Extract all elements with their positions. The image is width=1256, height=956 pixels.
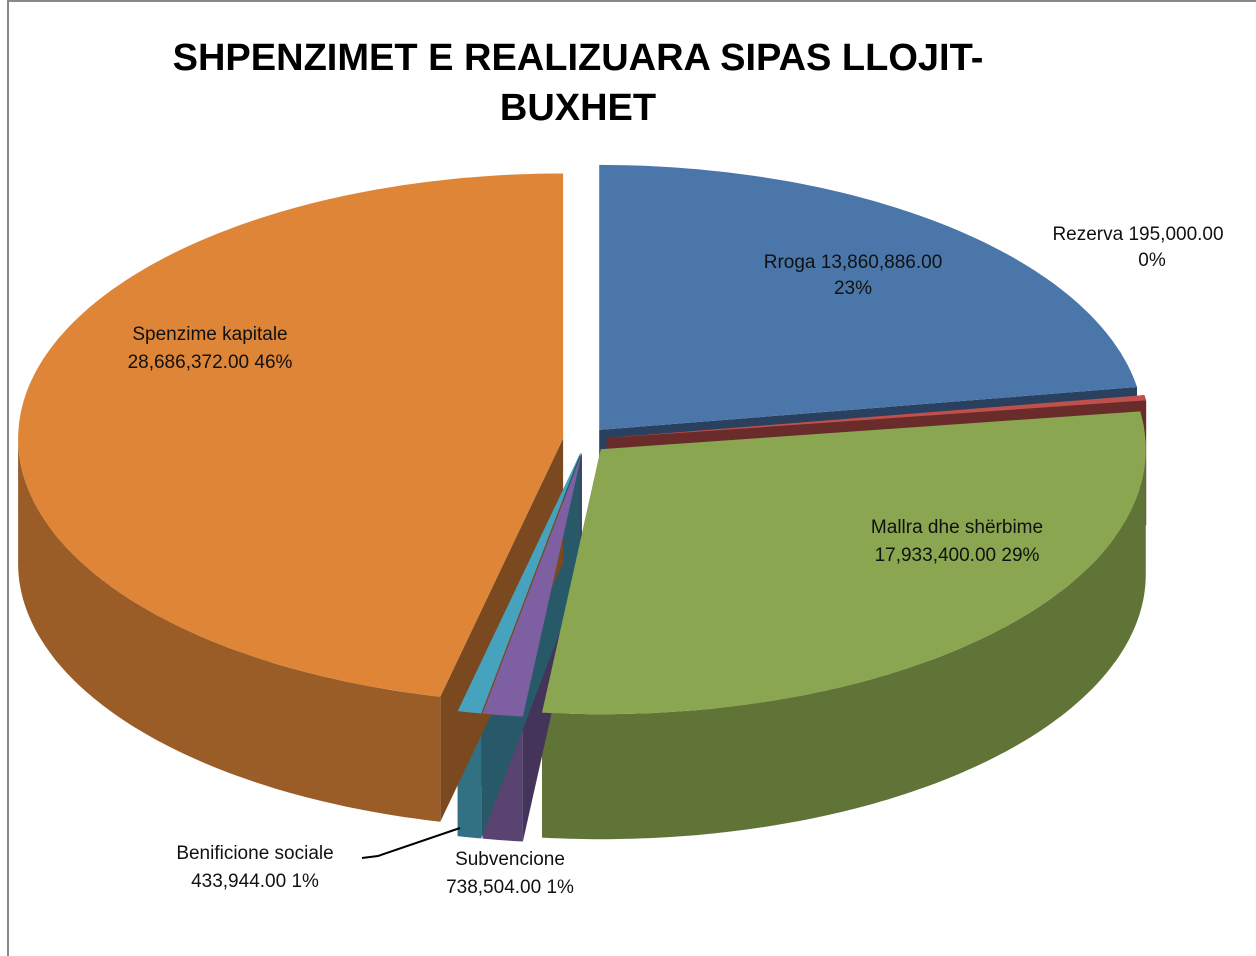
label-value: 738,504.00	[446, 877, 541, 898]
label-category: Subvencione	[455, 849, 565, 870]
slice	[599, 164, 1137, 430]
slice	[542, 411, 1146, 715]
slice	[457, 452, 581, 714]
label-value: 13,860,886.00	[821, 252, 943, 273]
leader-line	[361, 827, 461, 859]
label-percent: 29%	[1001, 545, 1039, 566]
slice-wall	[18, 438, 441, 822]
slice-label: Spenzime kapitale 28,686,372.00 46%	[128, 324, 293, 373]
slice-label: Rezerva 195,000.00 0%	[1052, 224, 1223, 271]
title-line: SHPENZIMET E REALIZUARA SIPAS LLOJIT-	[173, 37, 984, 79]
slice-label: Rroga 13,860,886.00 23%	[764, 252, 943, 299]
label-percent: 46%	[254, 352, 292, 373]
pie	[18, 164, 1147, 842]
slice-wall	[542, 449, 1146, 840]
label-value: 195,000.00	[1128, 224, 1223, 245]
slice-label: Subvencione 738,504.00 1%	[446, 849, 574, 898]
label-category: Benificione sociale	[176, 843, 333, 864]
label-percent: 23%	[834, 278, 872, 299]
slice-label: Benificione sociale 433,944.00 1%	[176, 843, 333, 892]
label-percent: 0%	[1138, 250, 1166, 271]
label-value: 433,944.00	[191, 871, 286, 892]
label-category: Rroga	[764, 252, 816, 273]
label-percent: 1%	[546, 877, 574, 898]
chart-title: SHPENZIMET E REALIZUARA SIPAS LLOJIT- BUX…	[173, 37, 984, 129]
label-value: 28,686,372.00	[128, 352, 250, 373]
label-percent: 1%	[291, 871, 319, 892]
slice	[606, 395, 1147, 438]
slice	[482, 453, 582, 717]
slice-label: Mallra dhe shërbime 17,933,400.00 29%	[871, 517, 1043, 566]
label-category: Spenzime kapitale	[132, 324, 287, 345]
label-category: Mallra dhe shërbime	[871, 517, 1043, 538]
label-category: Rezerva	[1052, 224, 1123, 245]
title-line: BUXHET	[500, 87, 656, 129]
label-value: 17,933,400.00	[875, 545, 997, 566]
chart-frame	[7, 0, 1256, 956]
slice	[18, 173, 564, 697]
